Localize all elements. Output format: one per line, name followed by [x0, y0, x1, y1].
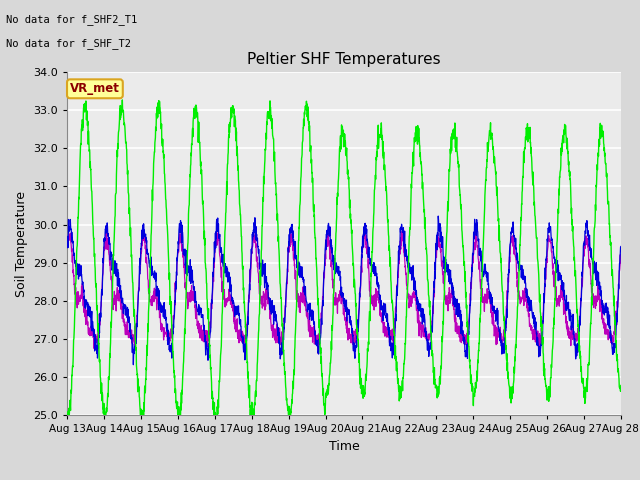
- pSHF_T4: [360, 224, 368, 229]
- pSHF_T4: [218, 259, 226, 265]
- pSHF_T3: [372, 157, 380, 163]
- pSHF_T3: [360, 394, 368, 399]
- pSHF_T4: [63, 245, 71, 251]
- Line: pSHF_T3: pSHF_T3: [67, 100, 621, 432]
- pSHF_T5: [617, 255, 625, 261]
- pSHF_T3: [249, 429, 257, 434]
- pSHF_T5: [63, 248, 71, 253]
- pSHF_T4: [617, 244, 625, 250]
- Text: No data for f_SHF2_T1: No data for f_SHF2_T1: [6, 14, 138, 25]
- pSHF_T4: [372, 273, 380, 279]
- pSHF_T5: [314, 350, 322, 356]
- pSHF_T5: [506, 258, 513, 264]
- pSHF_T3: [118, 97, 126, 103]
- pSHF_T5: [372, 287, 380, 293]
- pSHF_T4: [584, 228, 591, 234]
- pSHF_T3: [584, 376, 591, 382]
- pSHF_T3: [218, 323, 226, 328]
- pSHF_T5: [584, 244, 591, 250]
- pSHF_T3: [568, 228, 576, 234]
- Title: Peltier SHF Temperatures: Peltier SHF Temperatures: [247, 52, 441, 67]
- pSHF_T4: [506, 257, 513, 263]
- Y-axis label: Soil Temperature: Soil Temperature: [15, 191, 28, 297]
- pSHF_T4: [435, 213, 442, 219]
- pSHF_T5: [218, 264, 225, 270]
- pSHF_T3: [617, 383, 625, 388]
- Text: VR_met: VR_met: [70, 82, 120, 96]
- pSHF_T5: [360, 232, 368, 238]
- pSHF_T3: [506, 383, 513, 389]
- Text: No data for f_SHF_T2: No data for f_SHF_T2: [6, 38, 131, 49]
- Line: pSHF_T4: pSHF_T4: [67, 216, 621, 365]
- pSHF_T4: [568, 322, 576, 327]
- pSHF_T4: [129, 362, 137, 368]
- X-axis label: Time: Time: [328, 440, 360, 453]
- pSHF_T3: [63, 411, 71, 417]
- Line: pSHF_T5: pSHF_T5: [67, 227, 621, 353]
- pSHF_T5: [568, 329, 576, 335]
- pSHF_T5: [360, 224, 368, 230]
